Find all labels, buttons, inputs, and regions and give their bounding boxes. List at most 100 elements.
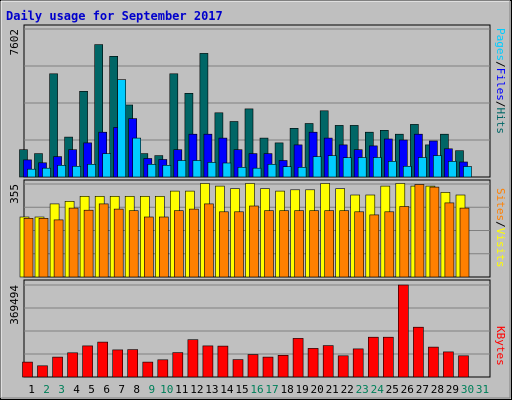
bar-sites (113, 208, 124, 278)
bar-sites (354, 211, 365, 278)
legend-kbytes: KBytes (494, 326, 507, 366)
bar-sites (309, 210, 319, 278)
x-tick-label: 12 (190, 383, 203, 396)
bar-kbytes (22, 361, 33, 378)
bar-sites (174, 210, 184, 278)
bar-pages (402, 166, 412, 178)
bar-pages (72, 166, 81, 178)
bar-kbytes (127, 349, 138, 378)
bar-kbytes (292, 338, 304, 378)
x-tick-label: 30 (461, 383, 474, 396)
x-tick-label: 7 (118, 383, 125, 396)
bar-sites (339, 210, 350, 278)
bar-pages (237, 167, 247, 178)
legend-panel-2: Sites/Visits (494, 188, 507, 268)
x-tick-label: 10 (160, 383, 173, 396)
bar-kbytes (337, 355, 349, 378)
bar-pages (448, 161, 457, 178)
bar-pages (327, 155, 337, 178)
x-tick-label: 3 (58, 383, 65, 396)
bar-pages (42, 167, 51, 178)
x-tick-label: 29 (446, 383, 459, 396)
chart-title: Daily usage for September 2017 (6, 9, 223, 23)
x-tick-label: 20 (310, 383, 323, 396)
bar-pages (357, 157, 367, 178)
bar-kbytes (82, 345, 93, 378)
bar-sites (128, 210, 139, 278)
chart-panels: 7602 355 369494 (8, 24, 491, 378)
x-axis-labels: 1 2 3 4 5 6 7 8 9 10 11 12 13 14 15 16 17 18 19 20 21 22 23 24 2… (28, 383, 489, 396)
bar-kbytes (142, 361, 154, 378)
bar-pages (87, 164, 96, 178)
x-tick-label: 2 (43, 383, 50, 396)
bar-kbytes (217, 345, 229, 378)
bar-pages (132, 137, 141, 178)
bar-pages (342, 157, 352, 178)
bar-sites (444, 202, 455, 278)
bar-kbytes (277, 354, 289, 378)
bar-pages (177, 160, 187, 178)
bar-sites (369, 214, 380, 278)
bar-pages (387, 161, 397, 178)
bar-pages (57, 165, 66, 178)
bar-sites (384, 211, 395, 278)
x-tick-label: 23 (356, 383, 369, 396)
bar-kbytes (397, 284, 409, 378)
bar-pages (27, 168, 36, 178)
bar-kbytes (97, 341, 108, 378)
bar-sites (38, 218, 49, 278)
bar-kbytes (307, 348, 319, 378)
bar-sites (399, 206, 410, 278)
legend-panel-3: KBytes (494, 326, 507, 366)
bar-kbytes (232, 359, 244, 378)
bar-sites (98, 203, 109, 278)
bar-sites (68, 207, 79, 278)
bar-pages (192, 160, 202, 178)
x-tick-label: 1 (28, 383, 35, 396)
x-tick-label: 14 (220, 383, 234, 396)
legend-sites: Sites (494, 188, 507, 221)
legend-hits: Hits (494, 108, 507, 135)
bar-sites (144, 216, 154, 278)
bar-pages (207, 162, 217, 178)
bar-pages (102, 153, 111, 178)
bar-pages (252, 167, 262, 178)
bar-sites (23, 218, 34, 278)
bar-kbytes (67, 352, 78, 378)
x-tick-label: 31 (476, 383, 489, 396)
legend-files: Files (494, 68, 507, 101)
bar-kbytes (112, 349, 123, 378)
bar-kbytes (367, 336, 379, 378)
bar-pages (222, 162, 232, 178)
bar-kbytes (458, 355, 469, 378)
x-tick-label: 26 (401, 383, 414, 396)
x-tick-label: 18 (280, 383, 293, 396)
bar-sites (294, 210, 304, 278)
x-tick-label: 28 (431, 383, 444, 396)
panel-2: 355 (8, 179, 491, 278)
x-tick-label: 27 (416, 383, 429, 396)
bar-sites (414, 184, 425, 278)
x-tick-label: 8 (133, 383, 140, 396)
bar-sites (204, 203, 214, 278)
x-tick-label: 11 (175, 383, 188, 396)
x-tick-label: 9 (148, 383, 155, 396)
y-max-label: 355 (8, 184, 21, 204)
bar-pages (282, 166, 292, 178)
bar-kbytes (413, 326, 424, 378)
bar-kbytes (262, 356, 274, 378)
legend-panel-1: Pages/Files/Hits (494, 28, 507, 134)
y-max-label: 7602 (8, 29, 21, 56)
x-tick-label: 24 (371, 383, 385, 396)
bar-kbytes (52, 356, 63, 378)
bar-sites (459, 207, 470, 278)
legend-pages: Pages (494, 28, 507, 61)
x-tick-label: 4 (73, 383, 80, 396)
bar-sites (249, 205, 259, 278)
bar-kbytes (247, 354, 259, 378)
bar-pages (433, 155, 442, 178)
bar-kbytes (172, 352, 184, 378)
bar-kbytes (428, 346, 439, 378)
legend-/: / (494, 221, 507, 228)
